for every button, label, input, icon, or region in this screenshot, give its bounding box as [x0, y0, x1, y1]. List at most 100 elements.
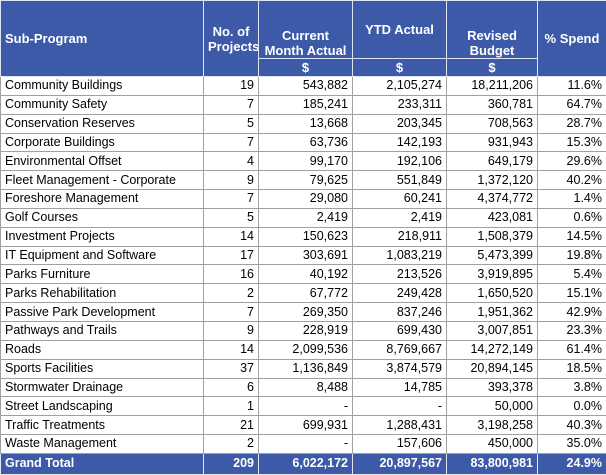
cell: 2,419 — [258, 207, 353, 228]
table-row: Parks Rehabilitation 2 67,772 249,428 1,650,… — [0, 283, 606, 304]
cell: 21 — [203, 415, 259, 436]
cell: 40.2% — [537, 170, 606, 191]
cell: 20,897,567 — [352, 452, 447, 475]
cell: 99,170 — [258, 151, 353, 172]
cell: 708,563 — [446, 113, 538, 134]
table-row: Sports Facilities 37 1,136,849 3,874,579 20,… — [0, 358, 606, 379]
cell: - — [258, 396, 353, 417]
cell: 7 — [203, 94, 259, 115]
cell: 1,288,431 — [352, 415, 447, 436]
cell: 67,772 — [258, 283, 353, 304]
row-label: Stormwater Drainage — [0, 377, 204, 398]
column-header: Revised Budget — [446, 0, 538, 59]
cell: 17 — [203, 245, 259, 266]
row-label: Roads — [0, 339, 204, 360]
row-label: Traffic Treatments — [0, 415, 204, 436]
table-row: Conservation Reserves 5 13,668 203,345 708,5… — [0, 113, 606, 134]
cell: 14,272,149 — [446, 339, 538, 360]
cell: 6,022,172 — [258, 452, 353, 475]
cell: 209 — [203, 452, 259, 475]
row-label: Fleet Management - Corporate — [0, 170, 204, 191]
cell: 249,428 — [352, 283, 447, 304]
cell: 83,800,981 — [446, 452, 538, 475]
table-row: Environmental Offset 4 99,170 192,106 649,17… — [0, 151, 606, 172]
cell: 5 — [203, 113, 259, 134]
cell: 6 — [203, 377, 259, 398]
cell: 18.5% — [537, 358, 606, 379]
column-header: % Spend — [537, 0, 606, 77]
cell: 2,419 — [352, 207, 447, 228]
cell: 192,106 — [352, 151, 447, 172]
cell: 393,378 — [446, 377, 538, 398]
cell: 63,736 — [258, 132, 353, 153]
column-header: Sub-Program — [0, 0, 204, 77]
cell: 649,179 — [446, 151, 538, 172]
cell: 3,919,895 — [446, 264, 538, 285]
table-row: Roads 14 2,099,536 8,769,667 14,272,149 61.4% — [0, 339, 606, 360]
cell: 543,882 — [258, 76, 353, 96]
cell: 8,769,667 — [352, 339, 447, 360]
row-label: Passive Park Development — [0, 302, 204, 322]
cell: 1,951,362 — [446, 302, 538, 322]
cell: 837,246 — [352, 302, 447, 322]
cell: 423,081 — [446, 207, 538, 228]
table-row: Passive Park Development 7 269,350 837,246 1… — [0, 302, 606, 322]
cell: 3,198,258 — [446, 415, 538, 436]
cell: 40.3% — [537, 415, 606, 436]
cell: 23.3% — [537, 320, 606, 341]
cell: 213,526 — [352, 264, 447, 285]
row-label: Sports Facilities — [0, 358, 204, 379]
cell: 9 — [203, 320, 259, 341]
cell: - — [258, 434, 353, 454]
cell: 15.1% — [537, 283, 606, 304]
table-row: Pathways and Trails 9 228,919 699,430 3,007,… — [0, 320, 606, 341]
cell: 2,099,536 — [258, 339, 353, 360]
cell: 699,430 — [352, 320, 447, 341]
cell: 4,374,772 — [446, 189, 538, 209]
cell: 79,625 — [258, 170, 353, 191]
cell: 7 — [203, 189, 259, 209]
cell: 16 — [203, 264, 259, 285]
cell: 29.6% — [537, 151, 606, 172]
cell: 1.4% — [537, 189, 606, 209]
unit-label: $ — [352, 58, 447, 77]
cell: 150,623 — [258, 226, 353, 247]
row-label: Conservation Reserves — [0, 113, 204, 134]
cell: 2 — [203, 283, 259, 304]
unit-label: $ — [446, 58, 538, 77]
cell: 360,781 — [446, 94, 538, 115]
cell: 5.4% — [537, 264, 606, 285]
cell: 40,192 — [258, 264, 353, 285]
cell: 303,691 — [258, 245, 353, 266]
cell: 1,508,379 — [446, 226, 538, 247]
row-label: Parks Rehabilitation — [0, 283, 204, 304]
cell: 24.9% — [537, 452, 606, 475]
cell: 19.8% — [537, 245, 606, 266]
table-row: Community Safety 7 185,241 233,311 360,781 64… — [0, 94, 606, 115]
row-label: Foreshore Management — [0, 189, 204, 209]
row-label: Community Buildings — [0, 76, 204, 96]
cell: 931,943 — [446, 132, 538, 153]
row-label: Street Landscaping — [0, 396, 204, 417]
total-row: Grand Total 209 6,022,172 20,897,567 83,800,… — [0, 452, 606, 475]
cell: 64.7% — [537, 94, 606, 115]
cell: 9 — [203, 170, 259, 191]
cell: 14.5% — [537, 226, 606, 247]
cell: 18,211,206 — [446, 76, 538, 96]
table-row: Waste Management 2-157,606 450,000 35.0% — [0, 434, 606, 454]
cell: 1,083,219 — [352, 245, 447, 266]
cell: 699,931 — [258, 415, 353, 436]
cell: 0.0% — [537, 396, 606, 417]
cell: 1,136,849 — [258, 358, 353, 379]
table-body: Community Buildings 19 543,882 2,105,274 18,… — [0, 76, 606, 475]
cell: 14 — [203, 226, 259, 247]
cell: 5,473,399 — [446, 245, 538, 266]
row-label: Waste Management — [0, 434, 204, 454]
column-header: YTD Actual — [352, 0, 447, 59]
cell: 11.6% — [537, 76, 606, 96]
table-row: Foreshore Management 7 29,080 60,241 4,374,7… — [0, 189, 606, 209]
row-label: Corporate Buildings — [0, 132, 204, 153]
cell: 61.4% — [537, 339, 606, 360]
cell: 35.0% — [537, 434, 606, 454]
